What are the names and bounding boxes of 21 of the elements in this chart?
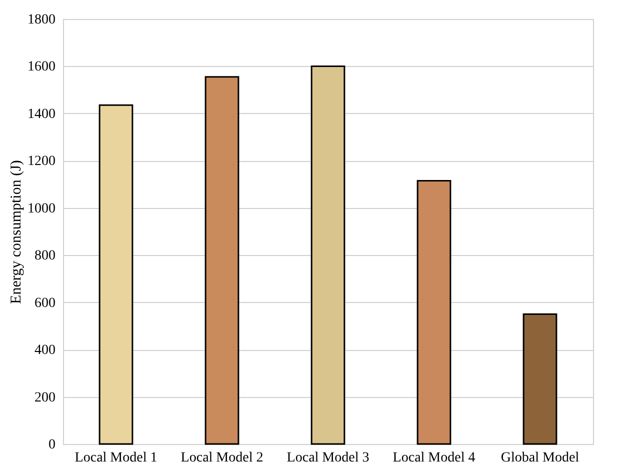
y-tick-label: 1200 bbox=[28, 154, 56, 170]
y-tick-label: 600 bbox=[34, 296, 56, 311]
x-tick-label: Global Model bbox=[500, 450, 580, 466]
y-tick-label: 800 bbox=[34, 248, 56, 264]
bar bbox=[204, 76, 240, 445]
y-tick-label: 1400 bbox=[28, 106, 56, 122]
bar bbox=[310, 65, 346, 445]
x-tick-label: Local Model 2 bbox=[180, 450, 264, 466]
x-tick-label: Local Model 4 bbox=[392, 450, 476, 466]
y-tick-label: 0 bbox=[48, 438, 56, 452]
y-tick-label: 200 bbox=[34, 390, 56, 406]
bar bbox=[98, 104, 134, 445]
x-tick-label: Local Model 3 bbox=[286, 450, 370, 466]
y-tick-label: 1600 bbox=[28, 60, 56, 75]
bar bbox=[416, 180, 452, 445]
bar bbox=[522, 313, 558, 445]
y-tick-label: 400 bbox=[34, 343, 56, 358]
y-tick-label: 1800 bbox=[28, 12, 56, 28]
y-axis-title: Energy consumption (J) bbox=[8, 160, 24, 304]
y-tick-label: 1000 bbox=[28, 201, 56, 216]
x-tick-label: Local Model 1 bbox=[74, 450, 158, 466]
